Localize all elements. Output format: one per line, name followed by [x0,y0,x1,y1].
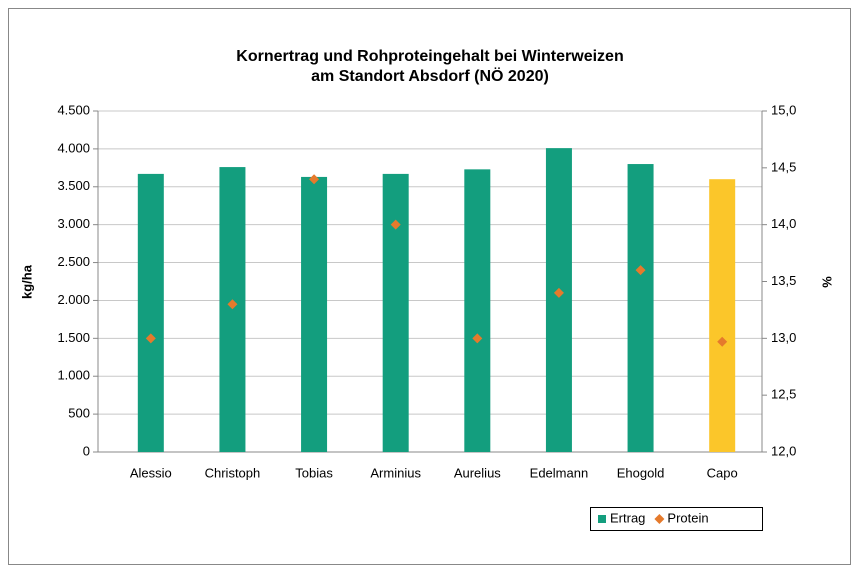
marker [717,336,728,347]
bar [301,176,328,452]
marker [309,174,320,185]
marker [472,333,483,344]
chart-title: Kornertrag und Rohproteingehalt bei Wint… [236,48,623,65]
bar [137,173,164,452]
x-tick-label: Christoph [205,465,261,480]
marker [227,299,238,310]
y-tick-label: 3.000 [57,216,90,231]
x-tick-label: Ehogold [617,465,665,480]
y2-tick-label: 12,0 [771,443,796,458]
x-tick-label: Tobias [295,465,333,480]
marker [145,333,156,344]
y-tick-label: 2.500 [57,254,90,269]
legend-label: Protein [667,510,708,525]
marker [553,287,564,298]
x-tick-label: Aurelius [454,465,501,480]
y2-tick-label: 12,5 [771,387,796,402]
x-tick-label: Arminius [370,465,421,480]
x-tick-label: Edelmann [530,465,589,480]
y-tick-label: 1.500 [57,330,90,345]
y-tick-label: 0 [83,443,90,458]
bar [382,173,409,452]
bar [545,148,572,452]
x-tick-label: Alessio [130,465,172,480]
legend-swatch [654,514,665,524]
y2-tick-label: 13,5 [771,273,796,288]
y-tick-label: 2.000 [57,292,90,307]
bar [709,179,736,452]
x-tick-label: Capo [707,465,738,480]
y-tick-label: 3.500 [57,178,90,193]
bar [464,169,491,453]
y-tick-label: 4.500 [57,102,90,117]
y2-tick-label: 14,5 [771,159,796,174]
y2-tick-label: 13,0 [771,330,796,345]
legend-label: Ertrag [610,510,645,525]
y2-axis-label: % [820,276,835,288]
bar [627,164,654,453]
y-tick-label: 1.000 [57,368,90,383]
y2-tick-label: 15,0 [771,102,796,117]
y-tick-label: 4.000 [57,140,90,155]
legend-swatch [598,515,606,523]
y-tick-label: 500 [68,406,90,421]
chart-title: am Standort Absdorf (NÖ 2020) [311,66,549,85]
y-axis-label: kg/ha [19,264,34,299]
bar [219,167,246,452]
y2-tick-label: 14,0 [771,216,796,231]
marker [635,265,646,276]
marker [390,219,401,230]
legend-box [590,507,763,531]
